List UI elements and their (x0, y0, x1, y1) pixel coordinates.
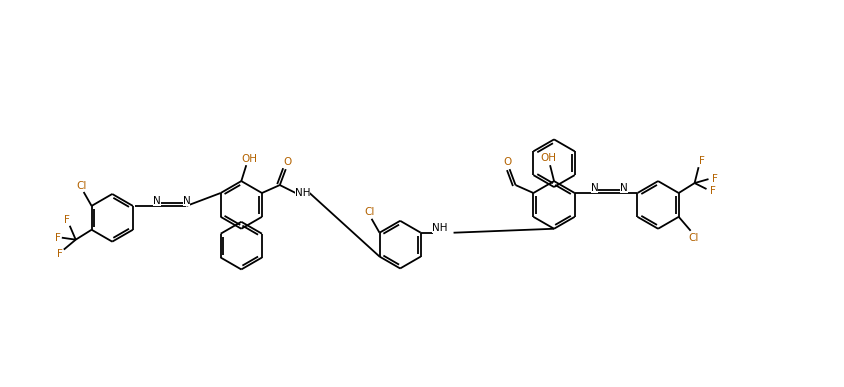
Text: Cl: Cl (365, 207, 375, 217)
Text: O: O (504, 157, 511, 167)
Text: NH: NH (295, 188, 311, 198)
Text: F: F (55, 233, 61, 243)
Text: Cl: Cl (77, 181, 87, 191)
Text: F: F (699, 156, 705, 166)
Text: Cl: Cl (689, 233, 699, 243)
Text: OH: OH (241, 154, 257, 164)
Text: F: F (711, 174, 717, 184)
Text: F: F (710, 186, 716, 196)
Text: N: N (153, 196, 160, 206)
Text: NH: NH (432, 223, 447, 233)
Text: O: O (284, 157, 292, 167)
Text: F: F (57, 248, 62, 259)
Text: OH: OH (540, 153, 556, 163)
Text: N: N (591, 183, 598, 193)
Text: N: N (620, 183, 628, 193)
Text: N: N (182, 196, 191, 206)
Text: F: F (64, 215, 70, 225)
